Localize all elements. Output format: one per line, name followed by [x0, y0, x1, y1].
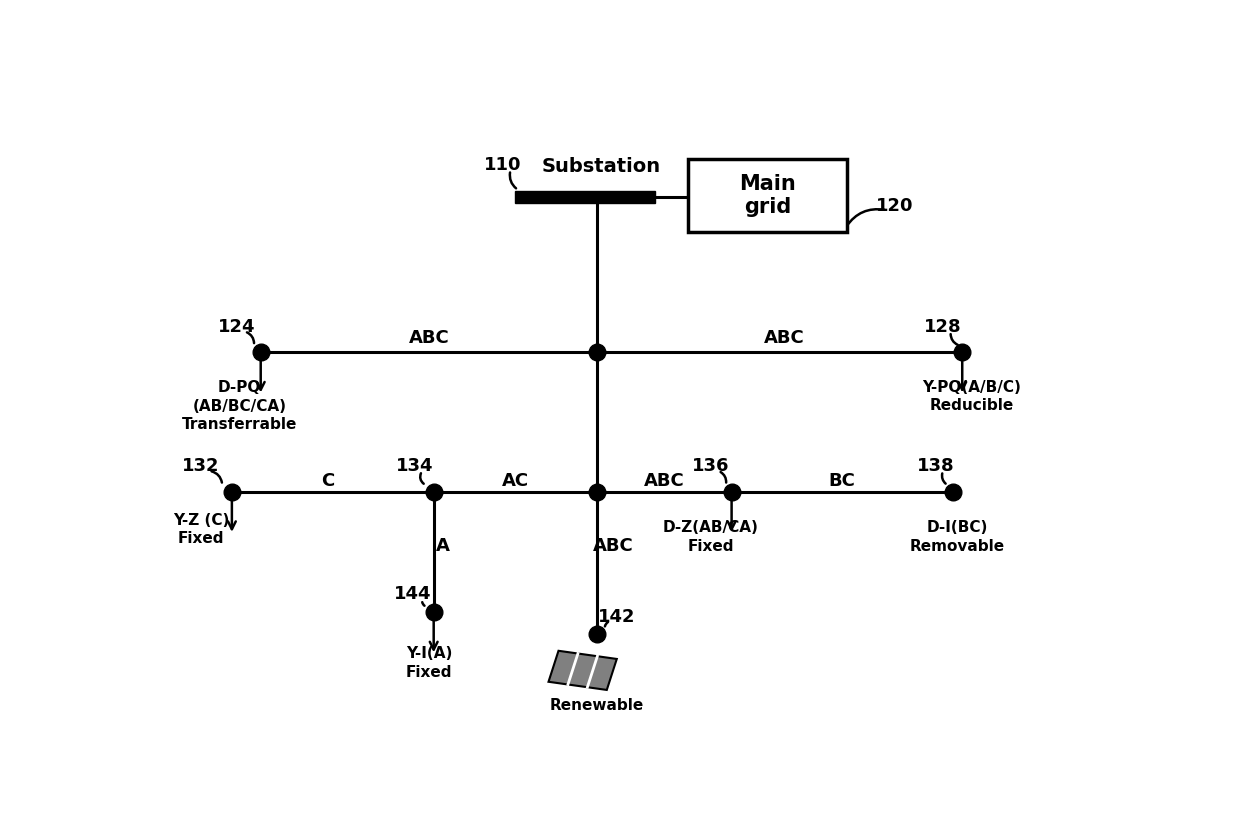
Polygon shape — [548, 651, 616, 690]
Text: Substation: Substation — [542, 157, 661, 176]
Text: 142: 142 — [598, 607, 635, 625]
FancyBboxPatch shape — [516, 191, 655, 203]
Text: Main
grid: Main grid — [739, 174, 796, 217]
Text: ABC: ABC — [644, 472, 684, 490]
Text: 138: 138 — [916, 458, 954, 476]
FancyBboxPatch shape — [688, 159, 847, 232]
Text: BC: BC — [828, 472, 856, 490]
Text: D-Z(AB/CA)
Fixed: D-Z(AB/CA) Fixed — [662, 520, 759, 554]
Text: 110: 110 — [484, 156, 522, 174]
Text: Renewable: Renewable — [549, 699, 645, 714]
Text: C: C — [321, 472, 335, 490]
Text: 144: 144 — [394, 585, 432, 603]
Text: AC: AC — [502, 472, 529, 490]
Text: ABC: ABC — [593, 537, 634, 555]
Text: ABC: ABC — [408, 329, 449, 347]
Text: Y-Z (C)
Fixed: Y-Z (C) Fixed — [172, 513, 229, 546]
Text: D-I(BC)
Removable: D-I(BC) Removable — [910, 520, 1004, 554]
Text: D-PQ
(AB/BC/CA)
Transferrable: D-PQ (AB/BC/CA) Transferrable — [182, 380, 298, 432]
Text: Y-I(A)
Fixed: Y-I(A) Fixed — [405, 646, 453, 680]
Text: 120: 120 — [877, 198, 914, 216]
Text: Y-PQ(A/B/C)
Reducible: Y-PQ(A/B/C) Reducible — [923, 379, 1022, 413]
Text: 134: 134 — [396, 458, 433, 476]
Text: 128: 128 — [924, 318, 962, 336]
Text: 136: 136 — [692, 458, 729, 476]
Text: A: A — [436, 537, 450, 555]
Text: 132: 132 — [182, 458, 219, 476]
Text: ABC: ABC — [764, 329, 805, 347]
Text: 124: 124 — [218, 318, 255, 336]
